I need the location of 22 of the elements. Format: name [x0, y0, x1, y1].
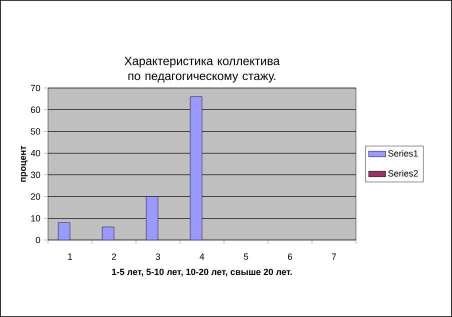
x-axis-title: 1-5 лет, 5-10 лет, 10-20 лет, свыше 20 лет. — [112, 268, 292, 276]
x-tick-label: 5 — [244, 254, 248, 260]
bar — [146, 196, 158, 240]
y-tick-label: 0 — [36, 236, 40, 244]
chart-title: Характеристика коллектива по педагогическому стажу. — [124, 56, 280, 83]
y-tick-label: 20 — [30, 193, 40, 200]
x-tick-label: 7 — [332, 254, 336, 260]
y-tick-label: 30 — [30, 172, 40, 178]
y-tick-label: 10 — [31, 215, 40, 222]
y-axis-title: процент — [20, 146, 28, 182]
y-tick-label: 40 — [30, 150, 40, 156]
x-tick-label: 6 — [288, 254, 292, 260]
y-tick-label: 50 — [30, 128, 40, 135]
x-tick-label: 1 — [68, 254, 72, 260]
legend-label: Series1 — [388, 150, 418, 157]
legend-label: Series2 — [388, 170, 418, 177]
y-tick-label: 70 — [30, 84, 40, 92]
x-tick-label: 4 — [200, 254, 204, 260]
y-tick-label: 60 — [30, 106, 40, 113]
bar — [190, 96, 202, 240]
x-tick-label: 2 — [112, 254, 116, 260]
x-tick-label: 3 — [156, 254, 160, 260]
